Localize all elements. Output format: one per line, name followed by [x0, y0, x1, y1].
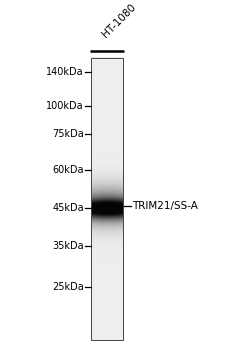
Text: 45kDa: 45kDa	[52, 203, 84, 213]
Text: HT-1080: HT-1080	[100, 2, 137, 40]
Text: 35kDa: 35kDa	[52, 241, 84, 251]
Bar	[90, 58, 123, 340]
Text: TRIM21/SS-A: TRIM21/SS-A	[132, 201, 197, 211]
Text: 140kDa: 140kDa	[46, 67, 84, 77]
Text: 60kDa: 60kDa	[52, 165, 84, 175]
Text: 75kDa: 75kDa	[52, 129, 84, 139]
Text: 25kDa: 25kDa	[52, 282, 84, 292]
Text: 100kDa: 100kDa	[46, 101, 84, 111]
Bar	[90, 58, 123, 340]
